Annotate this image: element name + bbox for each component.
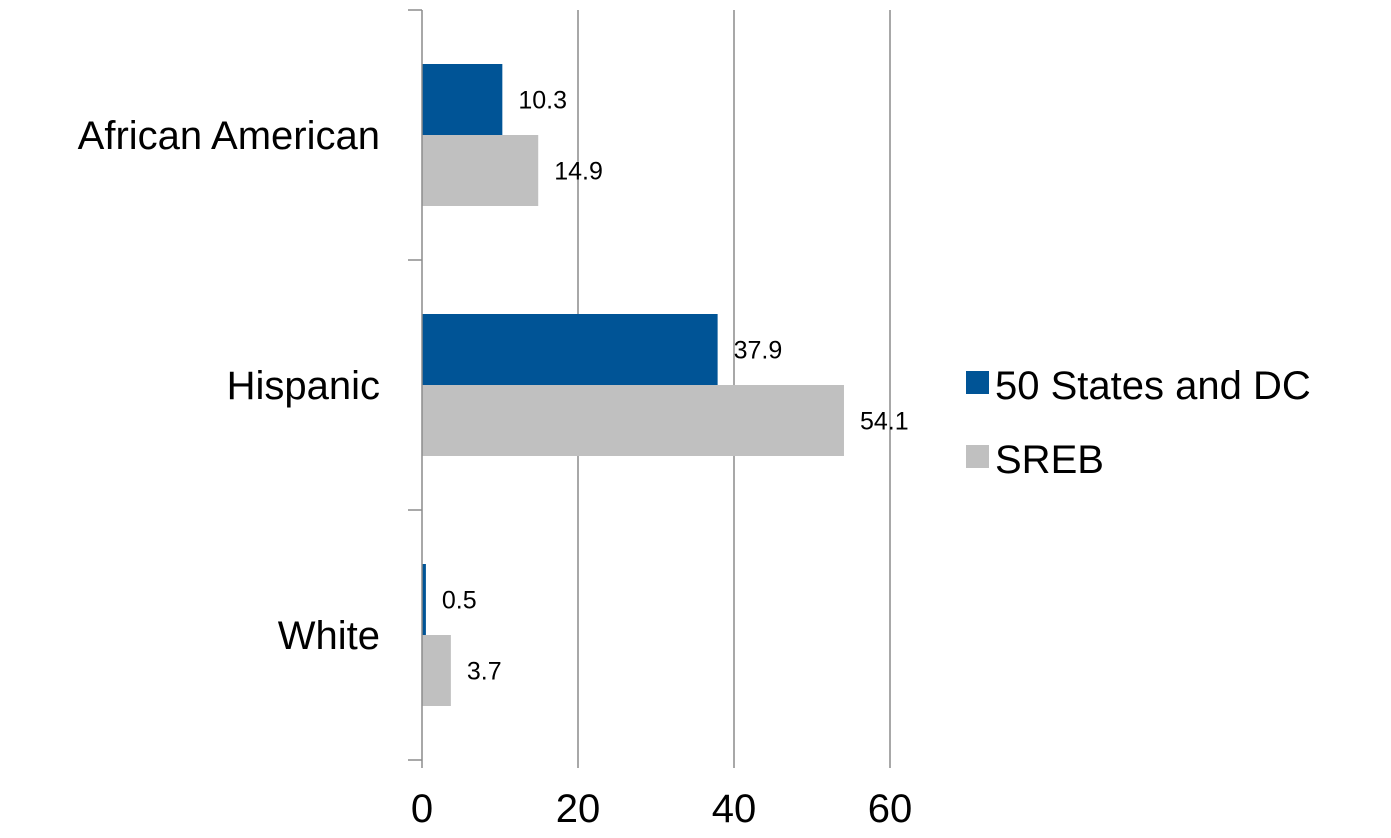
- legend-swatch: [966, 371, 989, 394]
- bar-african-american-series2: [422, 135, 539, 206]
- bars: [422, 64, 844, 706]
- bar-white-series1: [422, 564, 426, 635]
- legend-swatch: [966, 445, 989, 468]
- data-label: 10.3: [518, 87, 567, 115]
- x-tick-label: 60: [868, 787, 913, 831]
- bar-hispanic-series1: [422, 314, 718, 385]
- category-label: White: [278, 614, 380, 658]
- data-label: 14.9: [554, 158, 603, 186]
- data-label: 37.9: [734, 337, 783, 365]
- bar-hispanic-series2: [422, 385, 844, 456]
- data-label: 54.1: [860, 408, 909, 436]
- legend: 50 States and DC SREB: [966, 364, 1311, 482]
- labels: 10.3 14.9 African American 37.9 54.1 Hispanic…: [78, 87, 913, 832]
- category-label: Hispanic: [227, 364, 380, 408]
- legend-label: SREB: [995, 438, 1104, 482]
- x-tick-label: 20: [556, 787, 601, 831]
- bar-white-series2: [422, 635, 451, 706]
- bar-african-american-series1: [422, 64, 503, 135]
- axes: [408, 9, 423, 768]
- legend-label: 50 States and DC: [995, 364, 1311, 408]
- x-tick-label: 40: [712, 787, 757, 831]
- category-label: African American: [78, 114, 380, 158]
- data-label: 3.7: [467, 658, 502, 686]
- data-label: 0.5: [442, 587, 477, 615]
- x-tick-label: 0: [411, 787, 433, 831]
